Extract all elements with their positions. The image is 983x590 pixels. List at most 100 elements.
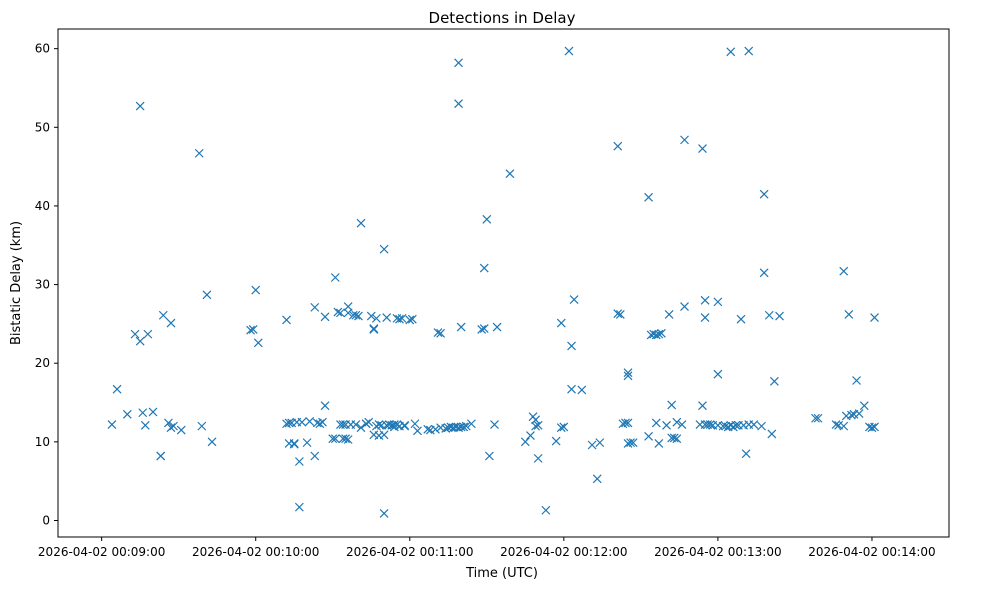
data-point [680,302,689,312]
data-point [122,409,132,419]
data-point [410,419,420,429]
data-point [369,324,379,334]
data-point [626,438,636,448]
x-axis-ticks: 2026-04-02 00:09:00 2026-04-02 00:10:00 20… [38,537,936,559]
plot-area [107,46,879,518]
data-point [318,417,327,427]
data-point [844,310,854,319]
data-point [143,329,153,339]
data-point [466,419,476,429]
data-point [351,420,361,429]
x-tick-label: 2026-04-02 00:11:00 [346,545,473,559]
y-tick-label: 50 [35,120,50,134]
data-point [246,325,256,335]
data-point [764,310,774,320]
data-point [621,418,630,428]
data-point [669,433,679,443]
data-point [759,189,769,199]
y-tick-label: 60 [35,42,50,56]
data-point [531,421,541,431]
data-point [564,46,574,56]
data-point [870,313,879,323]
data-point [400,421,410,431]
data-point [395,314,404,324]
data-point [700,295,710,305]
data-point [479,324,489,334]
data-point [413,426,422,436]
data-point [680,135,689,145]
chart-title: Detections in Delay [429,9,576,27]
data-point [731,420,741,430]
data-point [759,268,769,278]
data-point [847,410,856,420]
data-point [320,312,330,322]
data-point [361,419,371,429]
data-point [107,420,117,429]
data-point [138,408,148,418]
x-tick-label: 2026-04-02 00:10:00 [192,545,319,559]
plot-frame [57,28,950,538]
x-tick-label: 2026-04-02 00:12:00 [500,545,627,559]
data-point [166,318,176,328]
data-point [166,423,176,433]
data-point [713,297,723,307]
data-point [839,266,849,276]
data-point [492,322,502,332]
data-point [251,285,261,295]
data-point [397,313,407,323]
y-tick-label: 40 [35,199,50,213]
data-point [551,436,561,446]
data-point [330,273,340,282]
data-point [613,141,623,151]
data-point [698,401,707,411]
data-point [644,431,654,441]
data-point [615,310,625,319]
data-point [505,169,515,179]
data-point [389,420,399,429]
data-point [436,328,446,338]
data-point [310,302,320,312]
data-point [595,438,605,448]
data-point [328,434,338,444]
data-point [556,318,566,328]
data-point [592,474,602,484]
data-point [253,338,263,348]
data-point [356,218,366,228]
data-point [343,308,353,318]
data-point [623,368,633,378]
data-point [315,419,325,429]
data-point [567,341,576,351]
data-point [769,376,779,386]
data-point [343,302,353,312]
data-point [698,144,707,153]
data-point [379,508,389,518]
data-point [130,329,140,339]
data-point [577,385,587,395]
data-point [662,420,671,430]
data-point [664,310,674,319]
data-point [623,371,633,381]
data-point [757,421,766,431]
data-point [356,423,366,433]
data-point [741,449,751,459]
data-point [176,425,186,435]
data-point [613,309,623,319]
data-point [479,263,489,273]
data-point [294,502,304,512]
data-point [341,434,351,444]
data-point [163,418,173,428]
data-point [248,324,258,334]
data-point [382,313,392,323]
data-point [569,295,579,304]
data-point [852,376,861,385]
data-point [490,420,499,429]
data-point [813,413,823,423]
data-point [744,46,754,56]
data-point [289,439,299,449]
data-point [374,420,384,429]
y-tick-label: 20 [35,356,50,370]
data-point [169,421,178,431]
data-point [330,434,340,444]
data-point [135,336,145,346]
data-point [282,315,291,325]
